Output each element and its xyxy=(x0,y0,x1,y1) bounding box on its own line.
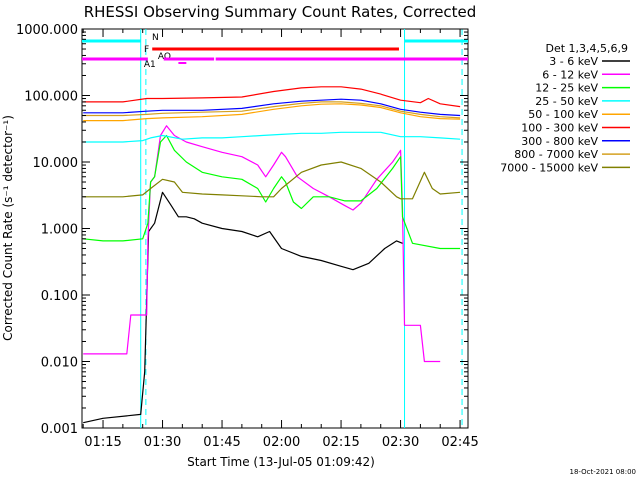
flag-label-a1: A1 xyxy=(144,60,156,70)
legend-label-0: 3 - 6 keV xyxy=(549,55,598,68)
plot-frame xyxy=(81,28,469,429)
series-line-8 xyxy=(83,161,461,200)
series-line-2 xyxy=(83,134,461,250)
y-tick-label-0: 1000.000 xyxy=(16,23,78,38)
series-line-7 xyxy=(83,101,461,119)
flag-label-aq: AQ xyxy=(158,52,171,62)
x-tick-label-0: 01:15 xyxy=(84,435,121,450)
series-line-5 xyxy=(83,86,461,108)
x-tick-label-4: 02:15 xyxy=(322,435,359,450)
x-axis-label: Start Time (13-Jul-05 01:09:42) xyxy=(187,455,375,469)
footer-timestamp: 18-Oct-2021 08:00 xyxy=(570,468,636,476)
legend-label-3: 25 - 50 keV xyxy=(535,95,598,108)
x-tick-label-5: 02:30 xyxy=(382,435,419,450)
flag-label-n: N xyxy=(152,33,159,43)
chart-title: RHESSI Observing Summary Count Rates, Co… xyxy=(84,3,477,21)
x-tick-label-6: 02:45 xyxy=(441,435,478,450)
legend-header: Det 1,3,4,5,6,9 xyxy=(545,42,628,55)
y-axis-label: Corrected Count Rate (s⁻¹ detector⁻¹) xyxy=(1,115,15,341)
x-tick-label-3: 02:00 xyxy=(263,435,300,450)
series-line-1 xyxy=(83,125,441,363)
y-tick-label-6: 0.001 xyxy=(41,422,78,437)
series-lines xyxy=(83,86,461,424)
legend-label-6: 300 - 800 keV xyxy=(521,135,598,148)
y-tick-label-5: 0.010 xyxy=(41,356,78,371)
x-tick-label-2: 01:45 xyxy=(203,435,240,450)
legend-label-4: 50 - 100 keV xyxy=(528,108,598,121)
series-line-4 xyxy=(83,103,461,122)
mode-lines xyxy=(140,29,463,428)
y-tick-label-3: 1.000 xyxy=(41,223,78,238)
legend-label-1: 6 - 12 keV xyxy=(542,68,598,81)
y-tick-label-2: 10.000 xyxy=(33,156,79,171)
legend-label-2: 12 - 25 keV xyxy=(535,82,598,95)
legend-label-7: 800 - 7000 keV xyxy=(514,148,598,161)
series-line-3 xyxy=(83,131,461,143)
y-tick-label-4: 0.100 xyxy=(41,289,78,304)
legend-label-5: 100 - 300 keV xyxy=(521,122,598,135)
y-axis: 1000.000 100.000 10.000 1.000 0.100 0.010 0.00… xyxy=(16,23,468,437)
legend-label-8: 7000 - 15000 keV xyxy=(500,161,598,174)
series-line-6 xyxy=(83,98,461,117)
x-tick-label-1: 01:30 xyxy=(144,435,181,450)
series-line-0 xyxy=(83,191,403,424)
flag-label-f: F xyxy=(144,45,149,55)
x-axis: 01:15 01:30 01:45 02:00 02:15 02:30 02:45 xyxy=(82,29,479,450)
y-tick-label-1: 100.000 xyxy=(24,90,78,105)
